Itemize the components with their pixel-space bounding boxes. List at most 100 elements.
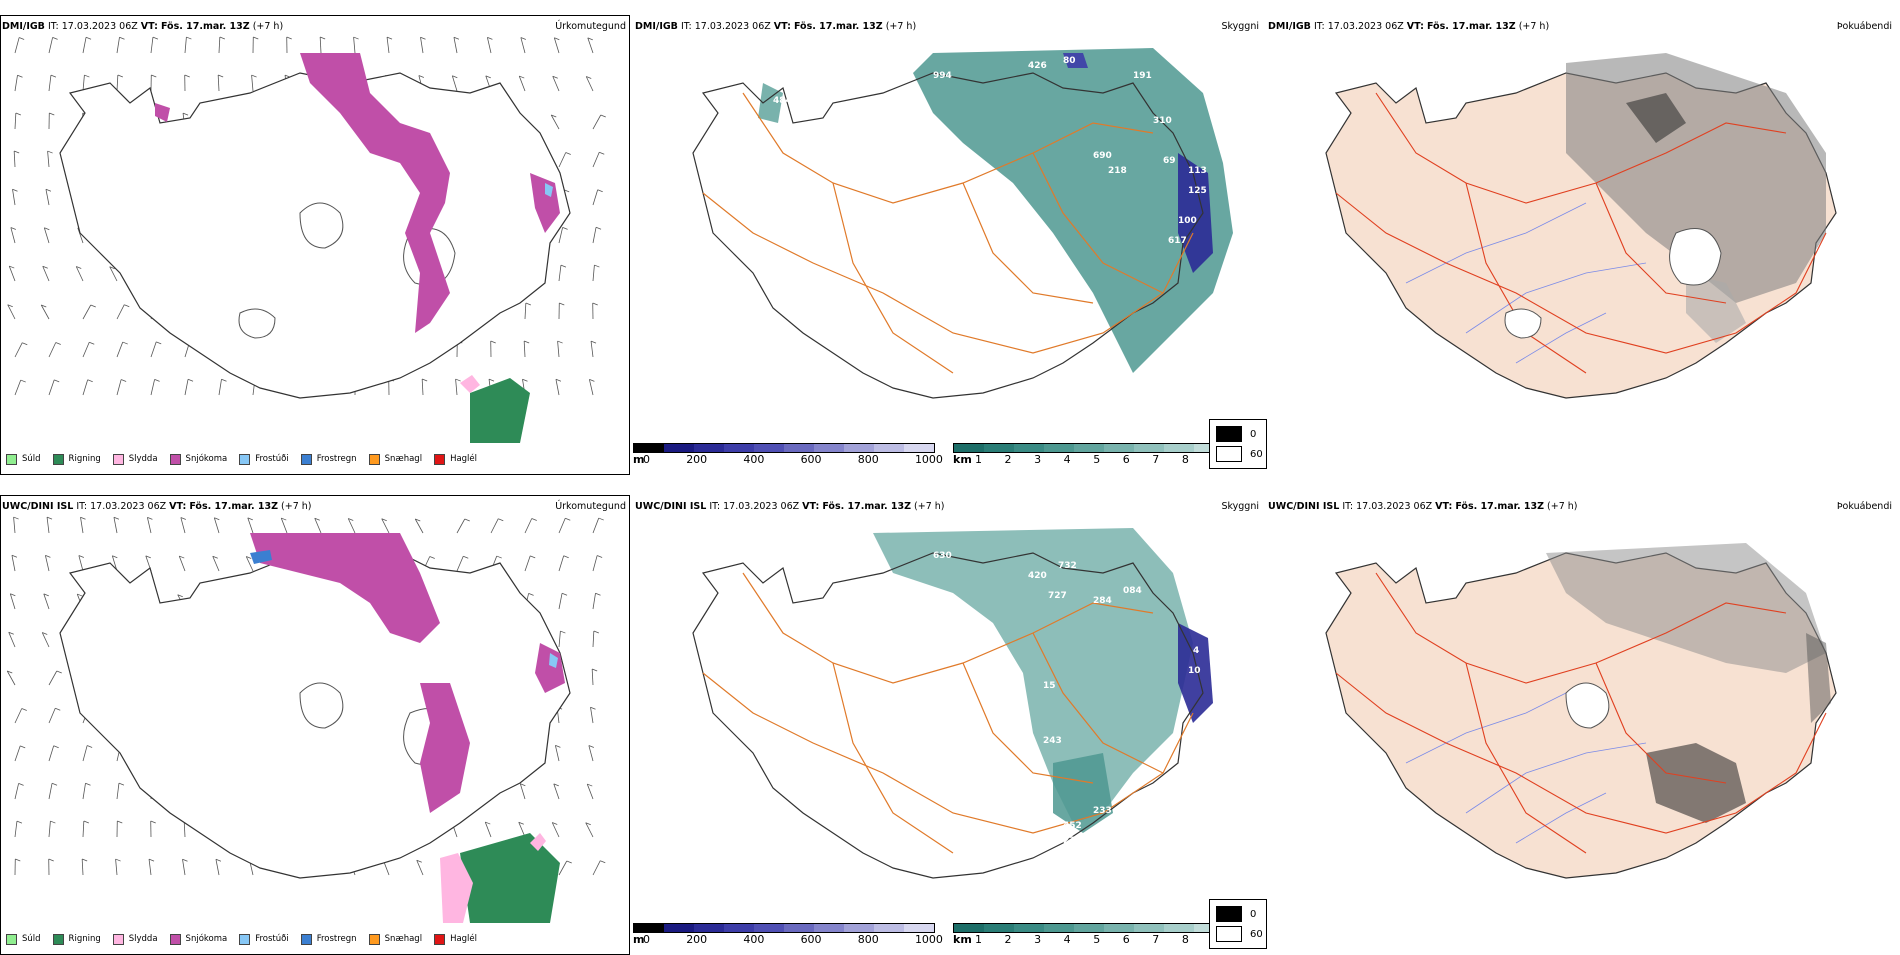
wind-barb [593,227,596,243]
colorbar-tick: 1000 [915,933,943,946]
wind-barb-flag [560,631,565,633]
legend-item: Rigning [53,454,101,465]
wind-barb-flag [50,821,55,823]
legend-item: Frostregn [301,934,357,945]
wind-barb-flag [14,151,19,153]
unit-meters: m [633,933,644,946]
wind-barb-flag [566,152,571,154]
fog-index-map [1266,513,1894,923]
legend-swatch-black [1216,426,1242,442]
colorbar-segment [1134,924,1164,932]
it-label: IT: [1314,21,1325,32]
visibility-value: 125 [1188,186,1207,196]
colorbar-segment [1044,924,1074,932]
it-label: IT: [48,21,59,32]
legend-swatch [369,934,380,945]
wind-barb-flag [216,859,221,861]
wind-barb [452,76,457,91]
wind-barb [83,380,88,395]
wind-barb [42,632,49,647]
sleet-area [460,375,480,393]
wind-barb-flag [51,75,56,77]
colorbar-segment [1104,444,1134,452]
wind-barb-flag [220,37,225,39]
legend-item: Snjókoma [170,934,228,945]
wind-barb-flag [22,708,27,710]
visibility-value: 4 [1193,646,1199,656]
wind-barb [320,37,321,53]
wind-barb-flag [49,113,54,115]
legend-label: Haglél [450,454,477,464]
wind-barb [491,519,498,533]
wind-barb-flag [54,380,59,382]
wind-barb-flag [522,379,527,381]
it-value: 17.03.2023 06Z [1328,21,1404,32]
visibility-value: 191 [1133,71,1152,81]
wind-barb [83,75,84,91]
wind-barb [15,75,18,91]
panel-header: DMI/IGB IT: 17.03.2023 06Z VT: Fös. 17.m… [1268,21,1549,32]
legend-item: Súld [6,454,41,465]
visibility-value: 310 [1153,116,1172,126]
wind-barb [83,783,86,799]
colorbar-tick: 4 [1064,933,1071,946]
wind-barb [83,37,86,53]
visibility-value: 233 [1093,806,1112,816]
legend-label: Slydda [129,454,158,464]
wind-barb-flag [87,746,92,748]
colorbar-tick: 6 [1123,933,1130,946]
colorbar-tick: 5 [1093,933,1100,946]
precip-map [0,33,628,443]
legend-swatch [301,934,312,945]
wind-barb [46,189,49,205]
wind-barb-flag [57,671,62,673]
colorbar-segment [984,444,1014,452]
wind-barb-flag [84,75,89,77]
wind-barb [83,746,87,761]
wind-barb [592,669,593,685]
wind-barb [15,783,19,799]
wind-barb-flag [114,517,119,519]
wind-barb [525,556,530,571]
wind-barb [10,594,15,609]
colorbar-tick: 3 [1034,453,1041,466]
legend-item: Súld [6,934,41,945]
wind-barb-flag [599,518,604,520]
wind-barb [15,708,22,723]
wind-barb [14,517,15,533]
vt-label: VT: [1435,501,1452,512]
wind-barb [117,783,119,799]
wind-barb-flag [252,75,257,77]
vt-label: VT: [802,501,819,512]
wind-barb [49,380,54,395]
visibility-value: 237 [1063,836,1082,846]
colorbar-segment [664,444,694,452]
wind-barb-flag [123,342,128,344]
wind-barb [417,860,423,875]
wind-barb [15,746,20,761]
wind-barb [117,342,123,357]
wind-barb-flag [16,113,21,115]
visibility-value: 113 [1188,166,1207,176]
fog-index-panel-dmi: DMI/IGB IT: 17.03.2023 06Z VT: Fös. 17.m… [1266,15,1896,475]
legend-label: Snjókoma [186,934,228,944]
wind-barb-flag [287,37,292,39]
wind-barb [524,341,525,357]
wind-barb [554,38,559,53]
wind-barb-flag [524,341,529,343]
wind-barb [15,343,22,357]
colorbar-segment [1074,444,1104,452]
colorbar-segment [784,924,814,932]
visibility-panel-uwc: UWC/DINI ISL IT: 17.03.2023 06Z VT: Fös.… [633,495,1263,955]
colorbar-tick: 400 [743,453,764,466]
colorbar-segment [724,924,754,932]
unit-meters: m [633,453,644,466]
colorbar-tick: 3 [1034,933,1041,946]
colorbar-tick: 800 [858,453,879,466]
wind-barb [586,76,593,91]
visibility-value: 284 [1093,596,1112,606]
